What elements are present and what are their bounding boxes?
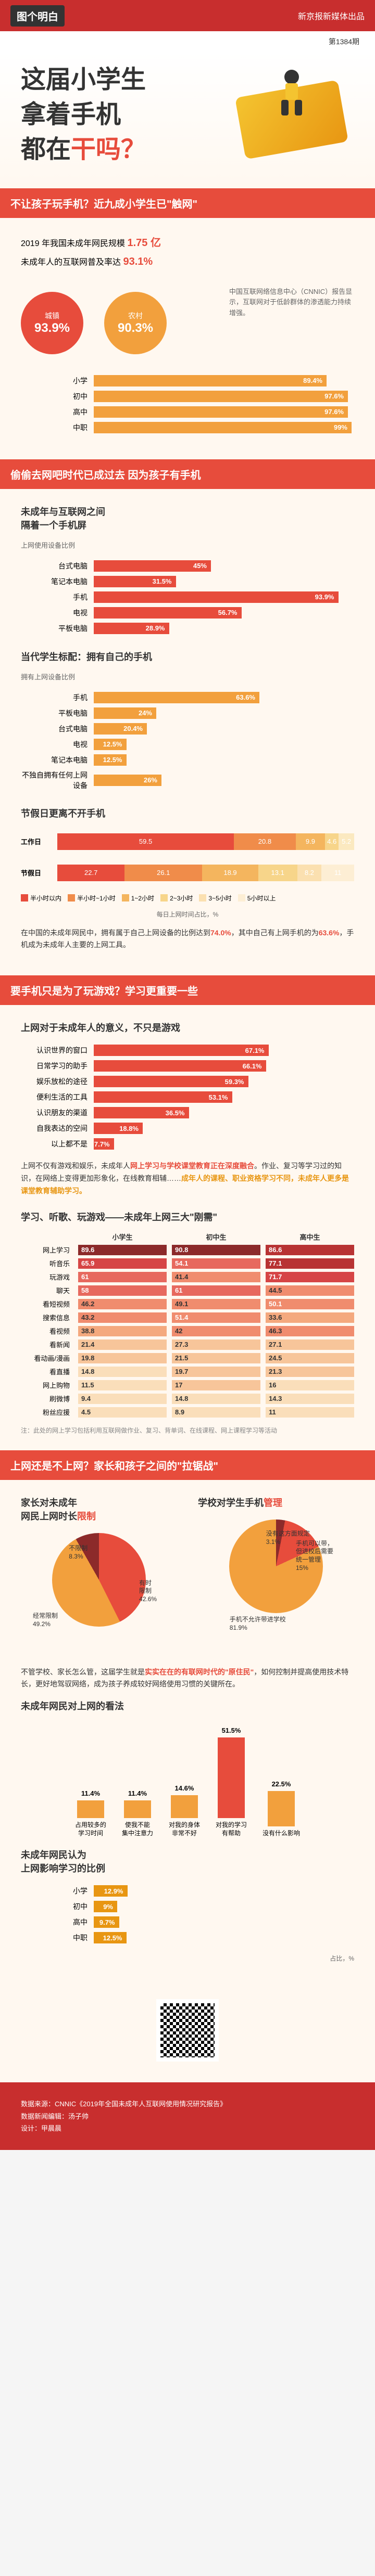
s3-sub: 上网对于未成年人的意义，不只是游戏 <box>21 1021 354 1034</box>
footer-source: 数据来源：CNNIC《2019年全国未成年人互联网使用情况研究报告》 <box>21 2098 354 2110</box>
s4-title: 上网还是不上网？家长和孩子之间的"拉锯战" <box>0 1450 375 1480</box>
hero-section: 这届小学生 拿着手机 都在干吗？ <box>0 52 375 188</box>
qr-section <box>0 1978 375 2082</box>
hero-illustration <box>219 68 354 161</box>
s4-col1-title: 家长对未成年网民上网时长限制 <box>21 1496 177 1523</box>
s3-narrative: 上网不仅有游戏和娱乐，未成年人网上学习与学校课堂教育正在深度融合。作业、复习等学… <box>21 1160 354 1197</box>
s2-sub1b: 上网使用设备比例 <box>21 540 354 550</box>
s2-narrative: 在中国的未成年网民中，拥有属于自己上网设备的比例达到74.0%，其中自己有上网手… <box>21 927 354 952</box>
s1-bar-chart: 小学 89.4%初中 97.6%高中 97.6%中职 99% <box>21 375 354 433</box>
logo: 图个明白 <box>10 5 65 27</box>
s1-body: 2019 年我国未成年网民规模 1.75 亿 未成年人的互联网普及率达 93.1… <box>0 218 375 459</box>
infographic-root: 图个明白 新京报新媒体出品 第1384期 这届小学生 拿着手机 都在干吗？ 不让… <box>0 0 375 2150</box>
s2-sub2b: 拥有上网设备比例 <box>21 672 354 681</box>
brand-text: 新京报新媒体出品 <box>298 9 365 22</box>
s4-vertical-bars: 11.4% 占用较多的学习时间11.4% 使我不能集中注意力14.6% 对我的身… <box>21 1723 354 1837</box>
s4-body: 家长对未成年网民上网时长限制 有时限制42.6%经常限制49.2%不限制8.3%… <box>0 1480 375 1979</box>
s2-sub1: 未成年与互联网之间隔着一个手机屏 <box>21 505 354 532</box>
s4-sub3: 未成年网民认为上网影响学习的比例 <box>21 1848 354 1875</box>
s4-bars3-axis: 占比，% <box>21 1954 354 1963</box>
hero-line2: 拿着手机 <box>21 101 121 128</box>
s4-col2-title: 学校对学生手机管理 <box>198 1496 354 1509</box>
s3-sub2: 学习、听歌、玩游戏——未成年上网三大"刚需" <box>21 1210 354 1223</box>
hero-line1: 这届小学生 <box>21 66 146 94</box>
s4-col1: 家长对未成年网民上网时长限制 有时限制42.6%经常限制49.2%不限制8.3% <box>21 1496 177 1658</box>
s1-circles: 城镇93.9%农村90.3% <box>21 292 167 354</box>
hero-line3b: 干吗？ <box>71 136 146 163</box>
hero-line3a: 都在 <box>21 136 71 163</box>
header-bar: 图个明白 新京报新媒体出品 <box>0 0 375 31</box>
s2-bar-chart-2: 手机 63.6%平板电脑 24%台式电脑 20.4%电视 12.5%笔记本电脑 … <box>21 692 354 791</box>
s4-sub2: 未成年网民对上网的看法 <box>21 1699 354 1712</box>
s1-aside: 中国互联网络信息中心（CNNIC）报告显示，互联网对于低龄群体的渗透能力持续增强… <box>229 287 354 319</box>
s1-lead: 2019 年我国未成年网民规模 1.75 亿 未成年人的互联网普及率达 93.1… <box>21 234 354 271</box>
s2-bar-chart-1: 台式电脑 45%笔记本电脑 31.5%手机 93.9%电视 56.7%平板电脑 … <box>21 560 354 634</box>
girl-icon <box>271 68 312 120</box>
s3-body: 上网对于未成年人的意义，不只是游戏 认识世界的窗口 67.1%日常学习的助手 6… <box>0 1005 375 1450</box>
footer-editor: 数据新闻编辑：汤子帅 <box>21 2110 354 2122</box>
issue-number: 第1384期 <box>0 31 375 52</box>
footer-design: 设计：甲晨晨 <box>21 2122 354 2134</box>
s2-body: 未成年与互联网之间隔着一个手机屏 上网使用设备比例 台式电脑 45%笔记本电脑 … <box>0 489 375 976</box>
s2-stacked-bars: 工作日59.520.89.94.65.2节假日22.726.118.913.18… <box>21 828 354 886</box>
s4-pie1: 有时限制42.6%经常限制49.2%不限制8.3% <box>42 1533 156 1647</box>
s4-col2: 学校对学生手机管理 没有这方面规定3.1%手机可以带，但进校后需要统一管理15%… <box>198 1496 354 1658</box>
s2-sub3: 节假日更离不开手机 <box>21 806 354 820</box>
s2-legend: 半小时以内半小时~1小时1~2小时2~3小时3~5小时5小时以上 <box>21 894 354 903</box>
s2-title: 偷偷去网吧时代已成过去 因为孩子有手机 <box>0 459 375 489</box>
s3-table-note: 注：此处的网上学习包括利用互联网做作业、复习、背单词、在线课程、网上课程学习等活… <box>21 1426 354 1435</box>
s3-heatmap-table: 小学生初中生高中生网上学习89.690.886.6听音乐65.954.177.1… <box>21 1232 354 1418</box>
s4-pie2: 没有这方面规定3.1%手机可以带，但进校后需要统一管理15%手机不允许带进学校8… <box>219 1519 333 1634</box>
s4-bar-chart-3: 小学 12.9%初中 9%高中 9.7%中职 12.5% <box>21 1885 354 1943</box>
footer: 数据来源：CNNIC《2019年全国未成年人互联网使用情况研究报告》 数据新闻编… <box>0 2082 375 2150</box>
s2-sub2: 当代学生标配：拥有自己的手机 <box>21 650 354 663</box>
s1-title: 不让孩子玩手机？近九成小学生已"触网" <box>0 188 375 218</box>
qr-code <box>156 1999 219 2062</box>
s3-bar-chart: 认识世界的窗口 67.1%日常学习的助手 66.1%娱乐放松的途径 59.3%便… <box>21 1045 354 1150</box>
s4-narrative: 不管学校、家长怎么管，这届学生就是实实在在的有联网时代的"原住民"，如何控制并提… <box>21 1666 354 1691</box>
s2-axis-label: 每日上网时间占比，% <box>21 910 354 919</box>
s3-title: 要手机只是为了玩游戏？学习更重要一些 <box>0 975 375 1005</box>
